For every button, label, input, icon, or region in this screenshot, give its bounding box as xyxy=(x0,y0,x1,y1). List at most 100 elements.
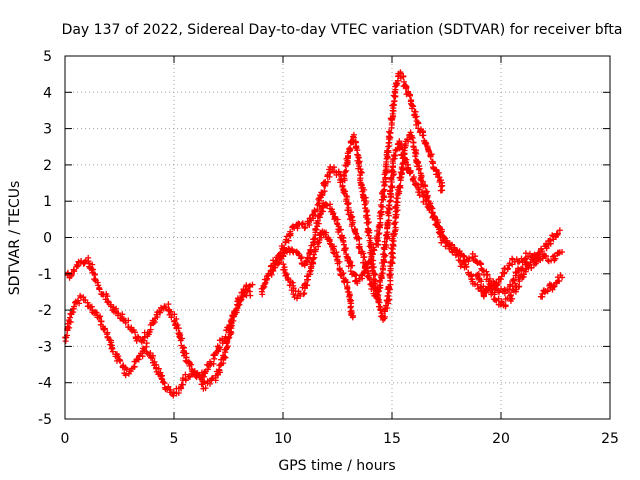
data-point xyxy=(220,360,227,367)
data-point xyxy=(361,254,368,260)
data-point xyxy=(374,288,381,295)
data-point xyxy=(381,194,388,201)
data-point xyxy=(171,311,178,318)
data-point xyxy=(387,183,394,190)
data-point xyxy=(283,271,290,278)
data-point xyxy=(324,202,331,209)
data-point xyxy=(422,139,429,146)
data-point xyxy=(385,143,392,150)
data-point xyxy=(258,288,265,295)
data-point xyxy=(484,272,491,279)
data-point xyxy=(158,373,165,380)
y-tick-label: -4 xyxy=(38,376,52,392)
y-tick-label: 1 xyxy=(43,194,52,210)
data-point xyxy=(344,200,351,207)
data-point xyxy=(375,231,382,238)
data-point xyxy=(127,368,134,375)
data-point xyxy=(324,178,331,185)
data-point xyxy=(345,204,352,211)
data-point xyxy=(356,235,363,242)
data-point xyxy=(302,224,309,231)
data-point xyxy=(416,165,423,172)
x-tick-label: 10 xyxy=(274,431,292,447)
data-point xyxy=(512,288,519,295)
data-point xyxy=(104,329,111,336)
data-point xyxy=(352,231,359,237)
data-point xyxy=(407,91,413,98)
series-track-8 xyxy=(537,272,566,300)
data-point xyxy=(234,305,241,312)
data-point xyxy=(502,302,509,309)
data-point xyxy=(356,241,363,248)
data-point xyxy=(98,318,105,325)
data-point xyxy=(315,220,322,227)
data-point xyxy=(380,256,387,263)
data-point xyxy=(427,152,434,159)
data-point xyxy=(365,219,371,226)
data-point xyxy=(315,243,322,250)
data-point xyxy=(418,174,425,181)
data-point xyxy=(74,263,81,269)
data-point xyxy=(392,211,399,218)
data-point xyxy=(385,210,392,217)
data-point xyxy=(422,183,429,190)
y-tick-label: 3 xyxy=(43,122,52,138)
series-track-6 xyxy=(340,129,566,323)
data-point xyxy=(343,193,350,199)
data-point xyxy=(340,270,347,277)
x-axis-label: GPS time / hours xyxy=(278,458,395,474)
data-point xyxy=(391,152,398,159)
data-point xyxy=(457,263,464,270)
data-point xyxy=(391,98,398,105)
data-point xyxy=(363,212,370,219)
data-point xyxy=(370,264,377,270)
data-point xyxy=(94,279,101,286)
data-point xyxy=(412,153,419,160)
data-point xyxy=(384,293,391,300)
data-point xyxy=(299,220,306,227)
data-point xyxy=(349,219,356,226)
data-point xyxy=(327,169,333,176)
data-point xyxy=(487,283,494,290)
data-point xyxy=(369,251,376,258)
data-point xyxy=(328,206,335,213)
x-tick-label: 15 xyxy=(383,431,401,447)
data-point xyxy=(207,380,213,387)
data-point xyxy=(428,151,435,158)
data-point xyxy=(431,213,438,220)
data-point xyxy=(414,119,421,126)
data-point xyxy=(349,262,356,269)
data-point xyxy=(425,147,432,154)
data-point xyxy=(262,279,269,286)
y-tick-label: -3 xyxy=(38,339,52,355)
data-point xyxy=(438,177,444,184)
data-point xyxy=(496,289,503,296)
data-point xyxy=(281,244,288,251)
data-point xyxy=(113,305,120,312)
data-point xyxy=(212,374,219,381)
data-point xyxy=(150,352,156,359)
data-point xyxy=(376,230,383,237)
data-point xyxy=(161,380,168,387)
data-point xyxy=(297,255,304,262)
x-tick-label: 5 xyxy=(170,431,179,447)
y-tick-label: 2 xyxy=(43,158,52,174)
x-tick-label: 25 xyxy=(601,431,619,447)
data-point xyxy=(264,275,271,282)
axis-ticks xyxy=(64,55,611,420)
data-point xyxy=(394,191,401,198)
data-point xyxy=(227,324,234,331)
data-point xyxy=(231,313,238,320)
data-point xyxy=(398,170,405,177)
data-point xyxy=(174,322,181,328)
data-point xyxy=(354,280,361,287)
data-point xyxy=(245,283,252,290)
data-point xyxy=(155,365,162,372)
data-point xyxy=(556,227,563,234)
data-point xyxy=(368,244,375,251)
data-point xyxy=(347,303,354,310)
y-tick-label: -1 xyxy=(38,267,52,283)
data-point xyxy=(117,358,124,364)
data-point xyxy=(182,357,189,364)
data-point xyxy=(280,261,287,268)
